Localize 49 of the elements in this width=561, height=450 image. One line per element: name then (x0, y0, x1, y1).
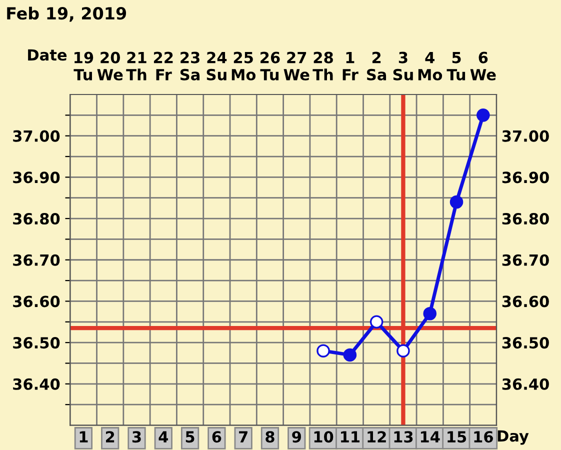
x2-tick-label: 23 Sa (180, 52, 200, 80)
y2-tick-label: 36.80 (502, 212, 549, 225)
x-tick-label: 8 (266, 431, 274, 443)
y2-tick-label: 36.40 (502, 378, 549, 390)
x-tick-label: 2 (106, 431, 114, 442)
y2-tick-label: 36.50 (502, 337, 549, 349)
x2-tick-label: 6 We (470, 52, 496, 80)
y-tick-label: 36.70 (13, 254, 60, 266)
x2-tick-label: 28 Th (312, 52, 333, 80)
y2-tick-label: 36.70 (502, 254, 549, 266)
x-tick-label: 9 (292, 431, 301, 443)
x-tick-label: 11 (341, 431, 360, 442)
x-tick-label: 7 (239, 431, 248, 442)
x-tick-label: 5 (186, 431, 194, 443)
x2-tick-label: 22 Fr (154, 52, 173, 80)
x2-tick-label: 25 Mo (232, 52, 256, 80)
x-tick-label: 1 (80, 431, 88, 442)
chart-title: Feb 19, 2019 (7, 6, 126, 22)
x-tick-label: 10 (314, 431, 334, 443)
y-tick-label: 36.40 (13, 378, 60, 390)
x2-tick-label: 19 Tu (74, 52, 94, 80)
x2-tick-label: 1 Fr (342, 52, 358, 80)
x2-tick-label: 3 Su (393, 52, 413, 80)
x2-tick-label: 21 Th (126, 52, 146, 80)
x-axis-title: Day (498, 430, 529, 445)
x-tick-label: 3 (132, 431, 141, 443)
x2-tick-label: 4 Mo (418, 52, 442, 80)
x2-tick-label: 24 Su (206, 52, 227, 80)
x-tick-label: 6 (212, 431, 222, 443)
x2-tick-label: 20 We (97, 52, 123, 80)
x-tick-label: 12 (368, 431, 386, 442)
y-tick-label: 36.50 (13, 337, 60, 349)
y-tick-label: 36.60 (13, 296, 60, 308)
x-tick-label: 14 (420, 431, 440, 442)
x2-axis-title: Date (28, 49, 67, 61)
y2-tick-label: 36.60 (502, 296, 549, 308)
x2-tick-label: 5 Tu (446, 52, 466, 80)
y2-tick-label: 36.90 (502, 172, 549, 184)
y-tick-label: 37.00 (13, 130, 60, 142)
x-tick-label: 16 (474, 431, 493, 443)
y2-tick-label: 37.00 (502, 130, 549, 142)
x2-tick-label: 27 We (284, 52, 310, 80)
x-tick-label: 4 (158, 431, 168, 442)
x-tick-label: 15 (448, 431, 466, 443)
x2-tick-label: 26 Tu (260, 52, 280, 80)
x-tick-label: 13 (394, 431, 413, 443)
x2-tick-label: 2 Sa (367, 52, 386, 80)
y-tick-label: 36.90 (13, 172, 60, 184)
y-tick-label: 36.80 (13, 212, 60, 225)
